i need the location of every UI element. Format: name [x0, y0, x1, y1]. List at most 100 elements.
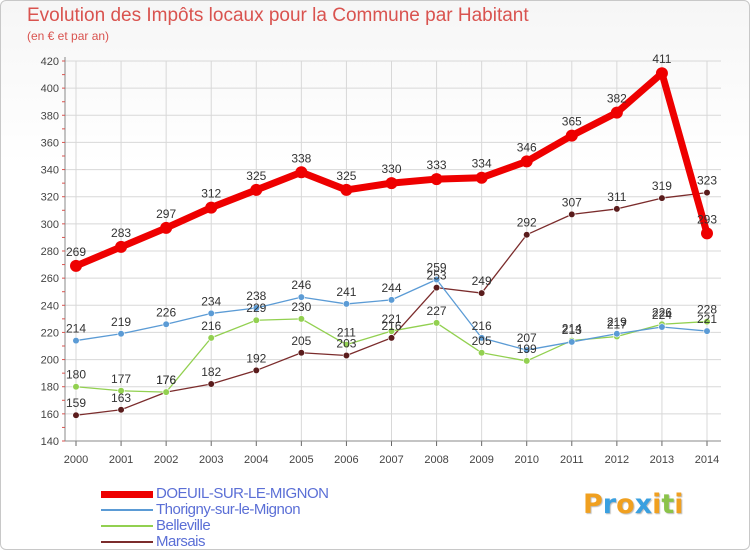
data-label-thorigny: 219	[607, 315, 627, 329]
data-point-thorigny	[613, 330, 621, 338]
data-label-belleville: 226	[652, 305, 672, 319]
data-point-doeuil	[475, 171, 488, 184]
data-label-doeuil: 333	[427, 158, 447, 172]
data-label-thorigny: 207	[517, 331, 537, 345]
data-label-doeuil: 346	[517, 140, 537, 154]
data-point-doeuil	[520, 155, 533, 168]
y-tick-label: 300	[41, 219, 59, 231]
x-tick-label: 2004	[244, 454, 268, 466]
data-label-thorigny: 221	[697, 312, 717, 326]
data-label-doeuil: 325	[336, 169, 356, 183]
legend-swatch-thorigny	[101, 509, 153, 511]
data-point-doeuil	[250, 183, 263, 196]
data-point-belleville	[342, 341, 351, 349]
data-point-thorigny	[72, 336, 80, 345]
data-label-doeuil: 325	[246, 169, 266, 183]
data-label-marsais: 159	[66, 396, 86, 410]
data-label-doeuil: 382	[607, 92, 627, 106]
data-point-thorigny	[117, 330, 125, 338]
y-tick-label: 380	[41, 110, 59, 122]
legend-label-belleville: Belleville	[156, 517, 211, 534]
data-label-thorigny: 213	[562, 323, 582, 337]
data-point-doeuil	[205, 201, 218, 214]
data-point-thorigny	[342, 300, 351, 308]
data-label-marsais: 319	[652, 179, 672, 193]
data-label-belleville: 177	[111, 372, 131, 386]
y-tick-label: 420	[41, 56, 59, 68]
data-point-doeuil	[295, 166, 308, 179]
data-label-thorigny: 238	[246, 289, 266, 303]
y-tick-label: 400	[41, 83, 59, 95]
data-point-thorigny	[252, 304, 260, 312]
x-tick-label: 2002	[154, 454, 178, 466]
data-label-doeuil: 338	[291, 151, 311, 165]
data-label-doeuil: 293	[697, 212, 717, 226]
data-point-belleville	[387, 327, 396, 335]
data-label-marsais: 203	[336, 337, 356, 351]
data-label-thorigny: 234	[201, 294, 221, 308]
data-point-doeuil	[160, 221, 173, 234]
y-tick-label: 260	[41, 273, 59, 285]
data-label-belleville: 216	[201, 319, 221, 333]
axes: 140 160 180 200 220 240 260 280 300 320 340 360 380 4…	[41, 56, 721, 466]
data-point-belleville	[117, 387, 125, 395]
data-point-marsais	[478, 289, 486, 297]
data-point-doeuil	[610, 106, 623, 119]
data-label-thorigny: 219	[111, 315, 131, 329]
data-label-doeuil: 269	[66, 245, 86, 259]
x-tick-label: 2011	[560, 454, 584, 466]
x-tick-label: 2005	[289, 454, 313, 466]
data-label-thorigny: 226	[156, 305, 176, 319]
logo-letter: t	[661, 489, 675, 520]
data-point-thorigny	[432, 275, 441, 284]
y-tick-label: 320	[41, 192, 59, 204]
y-tick-label: 360	[41, 137, 59, 149]
data-label-thorigny: 246	[291, 278, 311, 292]
data-point-marsais	[252, 366, 260, 375]
data-point-marsais	[568, 210, 576, 218]
y-tick-label: 340	[41, 165, 59, 177]
data-point-marsais	[387, 334, 396, 342]
data-point-marsais	[297, 349, 305, 357]
data-label-doeuil: 297	[156, 207, 176, 221]
legend-swatch-doeuil	[101, 491, 153, 498]
data-point-marsais	[613, 205, 621, 213]
data-label-belleville: 228	[697, 303, 717, 317]
data-label-belleville: 229	[246, 301, 266, 315]
data-point-marsais	[658, 194, 666, 202]
y-tick-label: 240	[41, 300, 59, 312]
data-point-belleville	[297, 315, 305, 323]
data-label-doeuil: 411	[652, 52, 671, 66]
data-label-marsais: 176	[156, 373, 176, 387]
data-point-marsais	[703, 189, 711, 197]
data-point-thorigny	[568, 338, 576, 346]
legend-swatch-marsais	[101, 541, 153, 543]
data-label-marsais: 182	[201, 365, 221, 379]
x-tick-label: 2010	[514, 454, 538, 466]
data-label-marsais: 292	[517, 216, 537, 230]
data-label-belleville: 211	[337, 326, 356, 340]
logo-letter: i	[652, 489, 662, 520]
x-tick-label: 2008	[424, 454, 448, 466]
data-point-thorigny	[703, 327, 711, 335]
data-label-marsais: 205	[291, 334, 311, 348]
legend-label-thorigny: Thorigny-sur-le-Mignon	[156, 501, 301, 518]
data-label-doeuil: 334	[472, 157, 492, 171]
data-point-marsais	[342, 351, 351, 360]
data-label-marsais: 253	[427, 269, 447, 283]
data-point-doeuil	[385, 177, 398, 190]
y-tick-label: 220	[41, 327, 59, 339]
data-label-marsais: 311	[607, 190, 626, 204]
data-label-belleville: 230	[291, 300, 311, 314]
data-label-belleville: 214	[562, 322, 582, 336]
data-point-belleville	[252, 316, 260, 324]
data-label-marsais: 163	[111, 391, 131, 405]
data-point-marsais	[72, 411, 80, 419]
data-label-belleville: 180	[66, 368, 86, 382]
data-label-belleville: 221	[381, 312, 401, 326]
data-point-marsais	[207, 380, 215, 388]
x-tick-label: 2009	[469, 454, 493, 466]
data-point-belleville	[207, 334, 215, 342]
data-label-doeuil: 283	[111, 226, 131, 240]
data-point-doeuil	[655, 67, 668, 80]
